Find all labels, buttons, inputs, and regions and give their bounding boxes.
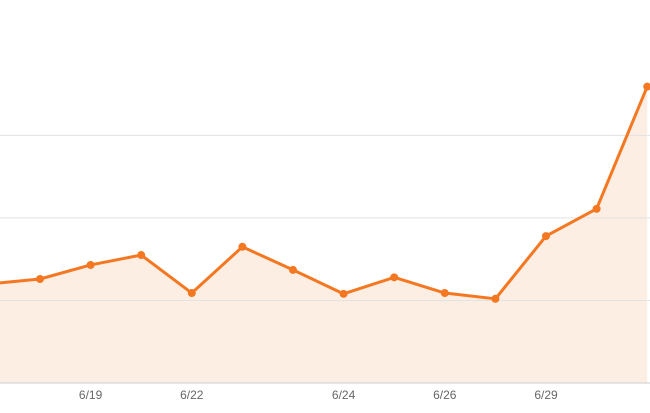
point bbox=[390, 273, 399, 282]
point bbox=[238, 242, 247, 251]
point bbox=[643, 82, 650, 91]
point bbox=[491, 294, 500, 303]
line bbox=[0, 86, 649, 301]
point bbox=[86, 260, 95, 269]
point bbox=[137, 251, 146, 260]
point bbox=[339, 289, 348, 298]
point bbox=[187, 289, 196, 298]
x-tick-label: 6/26 bbox=[433, 388, 457, 402]
point bbox=[592, 204, 601, 213]
x-tick-label: 6/29 bbox=[534, 388, 558, 402]
x-tick-label: 6/19 bbox=[79, 388, 103, 402]
x-tick-label: 6/24 bbox=[332, 388, 356, 402]
area bbox=[0, 86, 648, 383]
point bbox=[36, 274, 44, 283]
x-tick-label: 6/22 bbox=[180, 388, 204, 402]
point bbox=[542, 232, 550, 241]
point bbox=[440, 289, 449, 298]
point bbox=[289, 265, 297, 274]
